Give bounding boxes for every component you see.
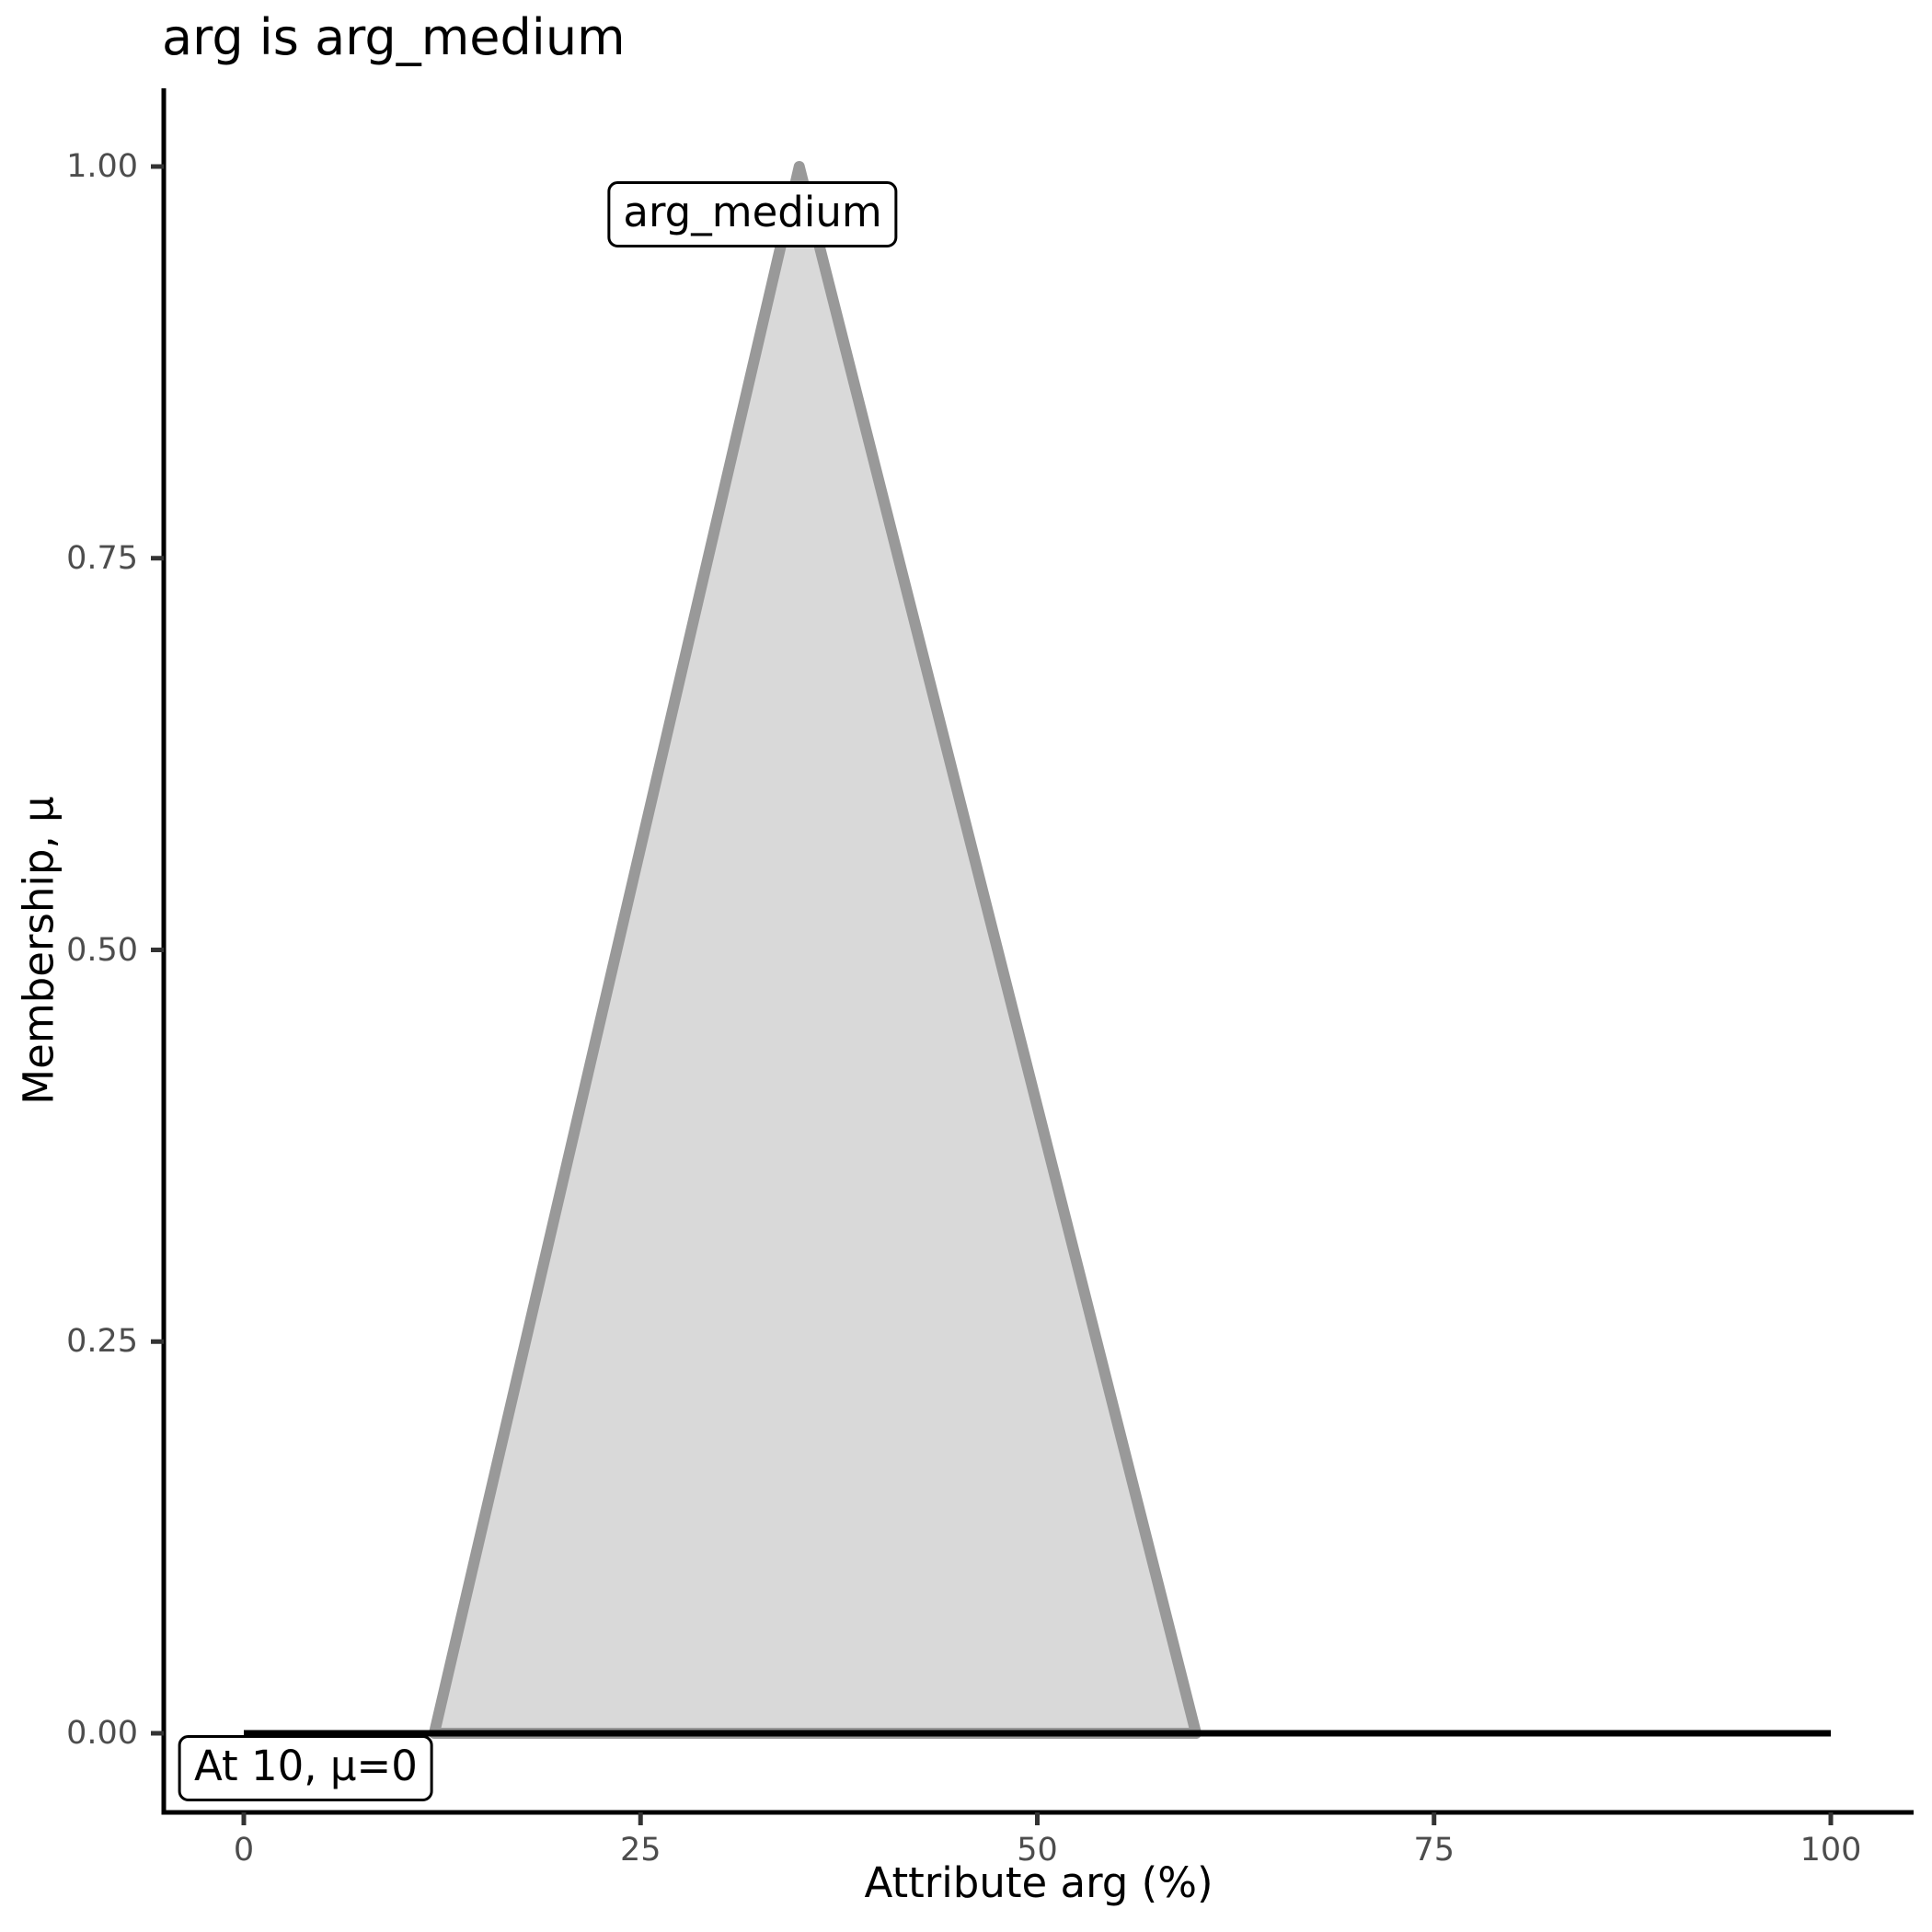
y-tick-label: 0.50 — [66, 931, 138, 969]
annotation-label-set-name: arg_medium — [607, 180, 898, 247]
x-tick-label: 0 — [233, 1832, 255, 1869]
membership-function-arg_medium — [429, 161, 1202, 1739]
chart-title: arg is arg_medium — [162, 8, 626, 66]
annotation-label-evaluation: At 10, μ=0 — [178, 1735, 433, 1802]
y-tick-label: 0.25 — [66, 1323, 138, 1361]
y-tick-label: 0.00 — [66, 1715, 138, 1752]
x-tick-label: 75 — [1413, 1832, 1455, 1869]
x-axis-title: Attribute arg (%) — [864, 1858, 1213, 1907]
y-tick-label: 1.00 — [66, 148, 138, 185]
x-tick-label: 50 — [1017, 1832, 1058, 1869]
x-tick-label: 25 — [619, 1832, 661, 1869]
y-tick-label: 0.75 — [66, 539, 138, 577]
x-tick-label: 100 — [1800, 1832, 1862, 1869]
